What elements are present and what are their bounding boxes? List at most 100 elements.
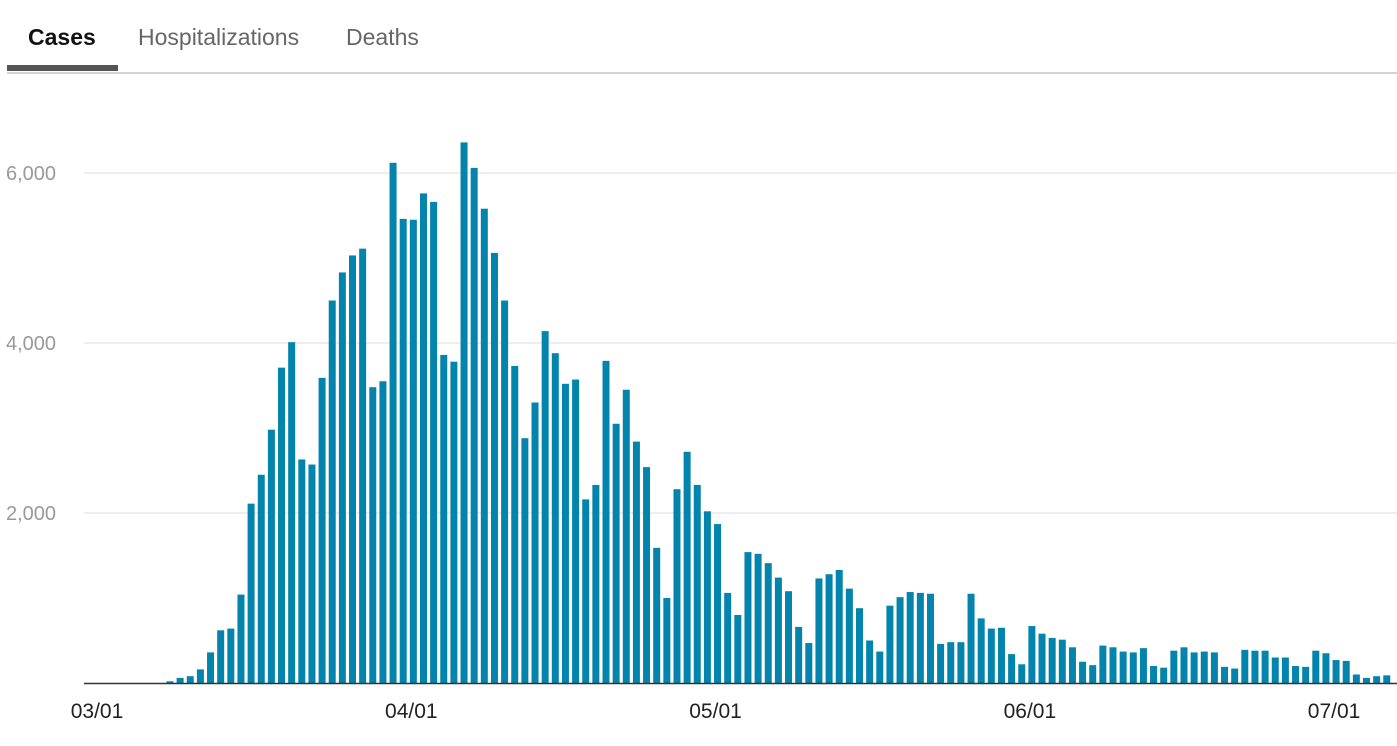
tab-hospitalizations[interactable]: Hospitalizations xyxy=(138,24,300,50)
bar-day-27 xyxy=(369,387,377,683)
bar-day-92 xyxy=(1028,626,1036,683)
bar-day-95 xyxy=(1058,639,1066,683)
metric-tabs: Cases Hospitalizations Deaths xyxy=(7,0,1397,74)
tab-cases[interactable]: Cases xyxy=(28,24,96,50)
bar-day-86 xyxy=(967,593,975,683)
bar-day-32 xyxy=(419,193,427,683)
bar-day-121 xyxy=(1322,653,1330,683)
bar-day-53 xyxy=(632,441,640,683)
bar-day-71 xyxy=(815,578,823,683)
bar-day-101 xyxy=(1119,651,1127,683)
bar-day-96 xyxy=(1068,647,1076,683)
bar-day-58 xyxy=(683,451,691,683)
bar-day-24 xyxy=(338,272,346,683)
bar-day-89 xyxy=(997,627,1005,683)
bar-day-17 xyxy=(267,429,275,683)
bar-day-16 xyxy=(257,474,265,683)
tab-bar-divider xyxy=(7,72,1397,74)
bar-day-84 xyxy=(947,642,955,683)
bar-day-91 xyxy=(1018,664,1026,683)
bar-day-106 xyxy=(1170,650,1178,683)
bar-day-30 xyxy=(399,218,407,683)
bar-day-122 xyxy=(1332,660,1340,683)
bar-day-50 xyxy=(602,360,610,683)
bar-day-78 xyxy=(886,605,894,683)
bar-day-107 xyxy=(1180,647,1188,683)
bar-day-123 xyxy=(1342,660,1350,683)
bar-day-37 xyxy=(470,167,478,683)
bar-day-74 xyxy=(845,588,853,683)
bar-day-55 xyxy=(653,547,661,683)
bar-day-46 xyxy=(561,383,569,683)
bar-day-105 xyxy=(1160,667,1168,683)
x-tick-label: 03/01 xyxy=(71,700,124,723)
bar-day-98 xyxy=(1089,665,1097,683)
bar-day-15 xyxy=(247,503,255,683)
bar-day-33 xyxy=(430,201,438,683)
bar-day-25 xyxy=(349,255,356,683)
bar-day-38 xyxy=(480,208,488,683)
bar-day-40 xyxy=(501,300,509,683)
bar-day-51 xyxy=(612,423,620,683)
x-tick-label: 05/01 xyxy=(689,700,742,723)
bar-day-49 xyxy=(592,484,600,683)
bar-day-113 xyxy=(1241,649,1249,683)
bar-day-34 xyxy=(440,354,448,683)
bar-day-85 xyxy=(957,642,965,683)
bar-day-59 xyxy=(693,484,701,683)
bar-day-56 xyxy=(663,598,671,683)
bar-day-28 xyxy=(379,381,387,683)
bar-day-11 xyxy=(207,652,215,683)
bar-day-116 xyxy=(1271,657,1279,683)
bar-day-35 xyxy=(450,361,458,683)
active-tab-indicator xyxy=(7,65,118,71)
bar-day-72 xyxy=(825,574,833,683)
bar-day-8 xyxy=(176,677,184,683)
bar-day-75 xyxy=(856,608,863,683)
bar-day-83 xyxy=(937,643,945,683)
y-tick-label: 6,000 xyxy=(6,163,56,185)
bar-day-29 xyxy=(389,162,397,684)
bar-day-117 xyxy=(1281,657,1289,683)
bar-day-45 xyxy=(551,353,559,683)
bar-day-104 xyxy=(1150,666,1158,683)
bar-day-109 xyxy=(1200,651,1208,683)
bar-day-13 xyxy=(227,628,235,683)
bar-day-62 xyxy=(724,592,732,683)
bar-day-70 xyxy=(805,643,813,683)
bar-day-47 xyxy=(572,379,580,683)
bar-day-10 xyxy=(196,669,204,683)
bar-day-64 xyxy=(744,552,752,683)
x-tick-label: 04/01 xyxy=(385,700,438,723)
bar-day-110 xyxy=(1210,652,1218,683)
cases-bar-chart: 2,000 4,000 6,000 03/01 04/01 05/01 06/01 07/01 xyxy=(6,142,1397,723)
bar-day-82 xyxy=(926,593,934,683)
bar-day-126 xyxy=(1373,676,1381,683)
y-tick-label: 2,000 xyxy=(6,503,56,525)
bar-day-127 xyxy=(1383,675,1391,683)
bar-day-103 xyxy=(1139,648,1147,683)
bar-day-73 xyxy=(835,569,843,683)
bar-day-48 xyxy=(582,499,590,683)
bar-day-69 xyxy=(795,626,803,683)
bar-day-115 xyxy=(1261,650,1269,683)
bar-day-111 xyxy=(1221,666,1229,683)
bar-day-54 xyxy=(643,467,651,683)
bar-day-41 xyxy=(511,365,519,683)
bar-day-119 xyxy=(1302,666,1310,683)
tab-deaths[interactable]: Deaths xyxy=(346,24,419,50)
bar-day-66 xyxy=(764,563,772,683)
bar-day-68 xyxy=(785,591,793,683)
y-tick-label: 4,000 xyxy=(6,333,56,355)
bar-day-112 xyxy=(1231,668,1239,683)
x-tick-label: 06/01 xyxy=(1004,700,1057,723)
bar-day-12 xyxy=(217,630,225,683)
bar-day-52 xyxy=(622,389,630,683)
bar-day-80 xyxy=(906,592,914,683)
bar-day-22 xyxy=(318,377,326,683)
bar-day-120 xyxy=(1312,650,1320,683)
bar-day-125 xyxy=(1363,677,1370,683)
bar-day-76 xyxy=(866,640,874,683)
bar-day-23 xyxy=(328,300,336,683)
bar-day-108 xyxy=(1190,652,1198,683)
